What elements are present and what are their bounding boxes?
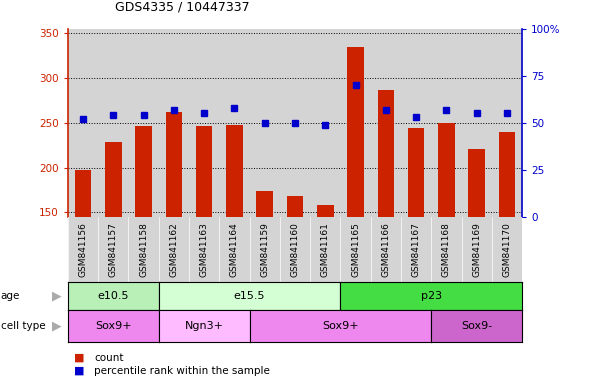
- Text: GSM841160: GSM841160: [290, 222, 300, 277]
- Text: ■: ■: [74, 353, 84, 362]
- Bar: [226, 125, 242, 217]
- Text: Ngn3+: Ngn3+: [185, 321, 224, 331]
- Text: ▶: ▶: [53, 320, 62, 333]
- Text: ■: ■: [74, 366, 84, 376]
- Bar: [135, 126, 152, 217]
- Bar: [408, 128, 424, 217]
- Text: percentile rank within the sample: percentile rank within the sample: [94, 366, 270, 376]
- Bar: [257, 191, 273, 217]
- Text: Sox9+: Sox9+: [322, 321, 359, 331]
- Bar: [378, 90, 394, 217]
- Bar: [438, 123, 455, 217]
- Text: Sox9+: Sox9+: [95, 321, 132, 331]
- Text: age: age: [1, 291, 20, 301]
- Text: Sox9-: Sox9-: [461, 321, 492, 331]
- Text: GSM841164: GSM841164: [230, 222, 239, 277]
- Bar: [105, 142, 122, 217]
- Text: GSM841159: GSM841159: [260, 222, 269, 277]
- Bar: [468, 149, 485, 217]
- Text: GSM841163: GSM841163: [199, 222, 209, 277]
- Bar: [75, 170, 91, 217]
- Text: GDS4335 / 10447337: GDS4335 / 10447337: [115, 0, 250, 13]
- Text: GSM841165: GSM841165: [351, 222, 360, 277]
- Bar: [287, 196, 303, 217]
- Text: p23: p23: [421, 291, 442, 301]
- Text: GSM841167: GSM841167: [412, 222, 421, 277]
- Text: ▶: ▶: [53, 290, 62, 303]
- Bar: [317, 205, 333, 217]
- Text: GSM841169: GSM841169: [472, 222, 481, 277]
- Bar: [499, 132, 515, 217]
- Text: cell type: cell type: [1, 321, 45, 331]
- Bar: [166, 112, 182, 217]
- Bar: [348, 47, 364, 217]
- Text: GSM841166: GSM841166: [381, 222, 391, 277]
- Text: count: count: [94, 353, 124, 362]
- Text: GSM841170: GSM841170: [503, 222, 512, 277]
- Text: GSM841161: GSM841161: [321, 222, 330, 277]
- Text: e15.5: e15.5: [234, 291, 266, 301]
- Bar: [196, 126, 212, 217]
- Text: GSM841168: GSM841168: [442, 222, 451, 277]
- Text: GSM841157: GSM841157: [109, 222, 118, 277]
- Text: e10.5: e10.5: [97, 291, 129, 301]
- Text: GSM841156: GSM841156: [78, 222, 87, 277]
- Text: GSM841162: GSM841162: [169, 222, 178, 277]
- Text: GSM841158: GSM841158: [139, 222, 148, 277]
